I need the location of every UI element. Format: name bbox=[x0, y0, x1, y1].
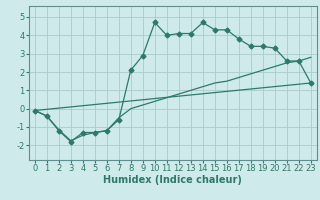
X-axis label: Humidex (Indice chaleur): Humidex (Indice chaleur) bbox=[103, 175, 242, 185]
